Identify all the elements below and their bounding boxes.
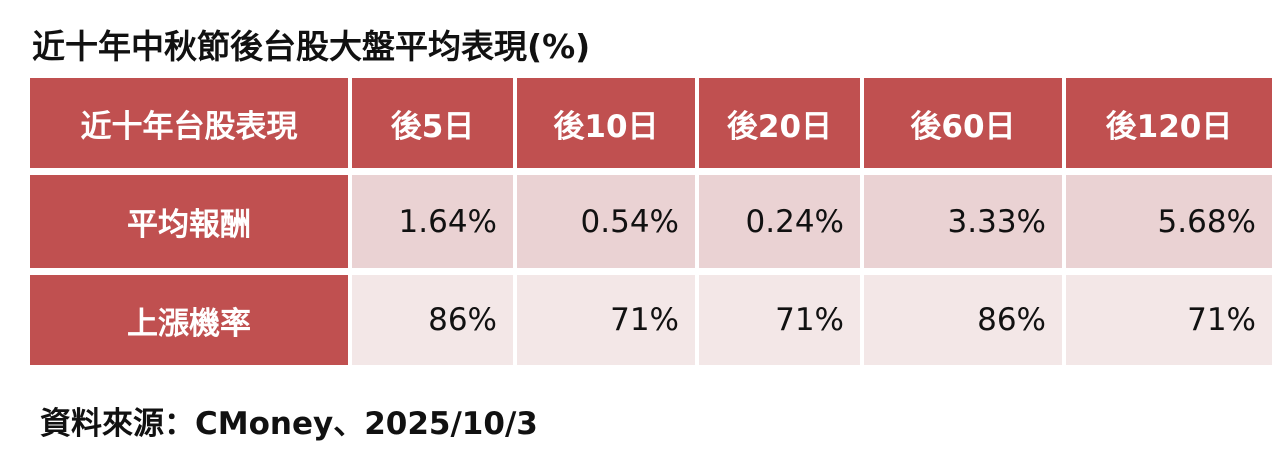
source-note: 資料來源：CMoney、2025/10/3 [40, 406, 538, 442]
value-cell: 5.68% [1066, 175, 1272, 268]
header-cell: 後10日 [517, 78, 695, 168]
value-cell: 0.24% [699, 175, 860, 268]
value-cell: 71% [517, 275, 695, 365]
header-cell: 後120日 [1066, 78, 1272, 168]
value-cell: 71% [1066, 275, 1272, 365]
value-cell: 86% [864, 275, 1062, 365]
header-cell: 後5日 [352, 78, 513, 168]
header-cell: 後60日 [864, 78, 1062, 168]
value-cell: 3.33% [864, 175, 1062, 268]
row-label: 平均報酬 [30, 175, 348, 268]
value-cell: 86% [352, 275, 513, 365]
value-cell: 0.54% [517, 175, 695, 268]
table: 近十年台股表現 後5日 後10日 後20日 後60日 後120日平均報酬 1.64% 0.54… [30, 78, 1272, 365]
title: 近十年中秋節後台股大盤平均表現(%) [32, 27, 591, 66]
header-cell: 後20日 [699, 78, 860, 168]
value-cell: 71% [699, 275, 860, 365]
header-cell: 近十年台股表現 [30, 78, 348, 168]
value-cell: 1.64% [352, 175, 513, 268]
row-label: 上漲機率 [30, 275, 348, 365]
